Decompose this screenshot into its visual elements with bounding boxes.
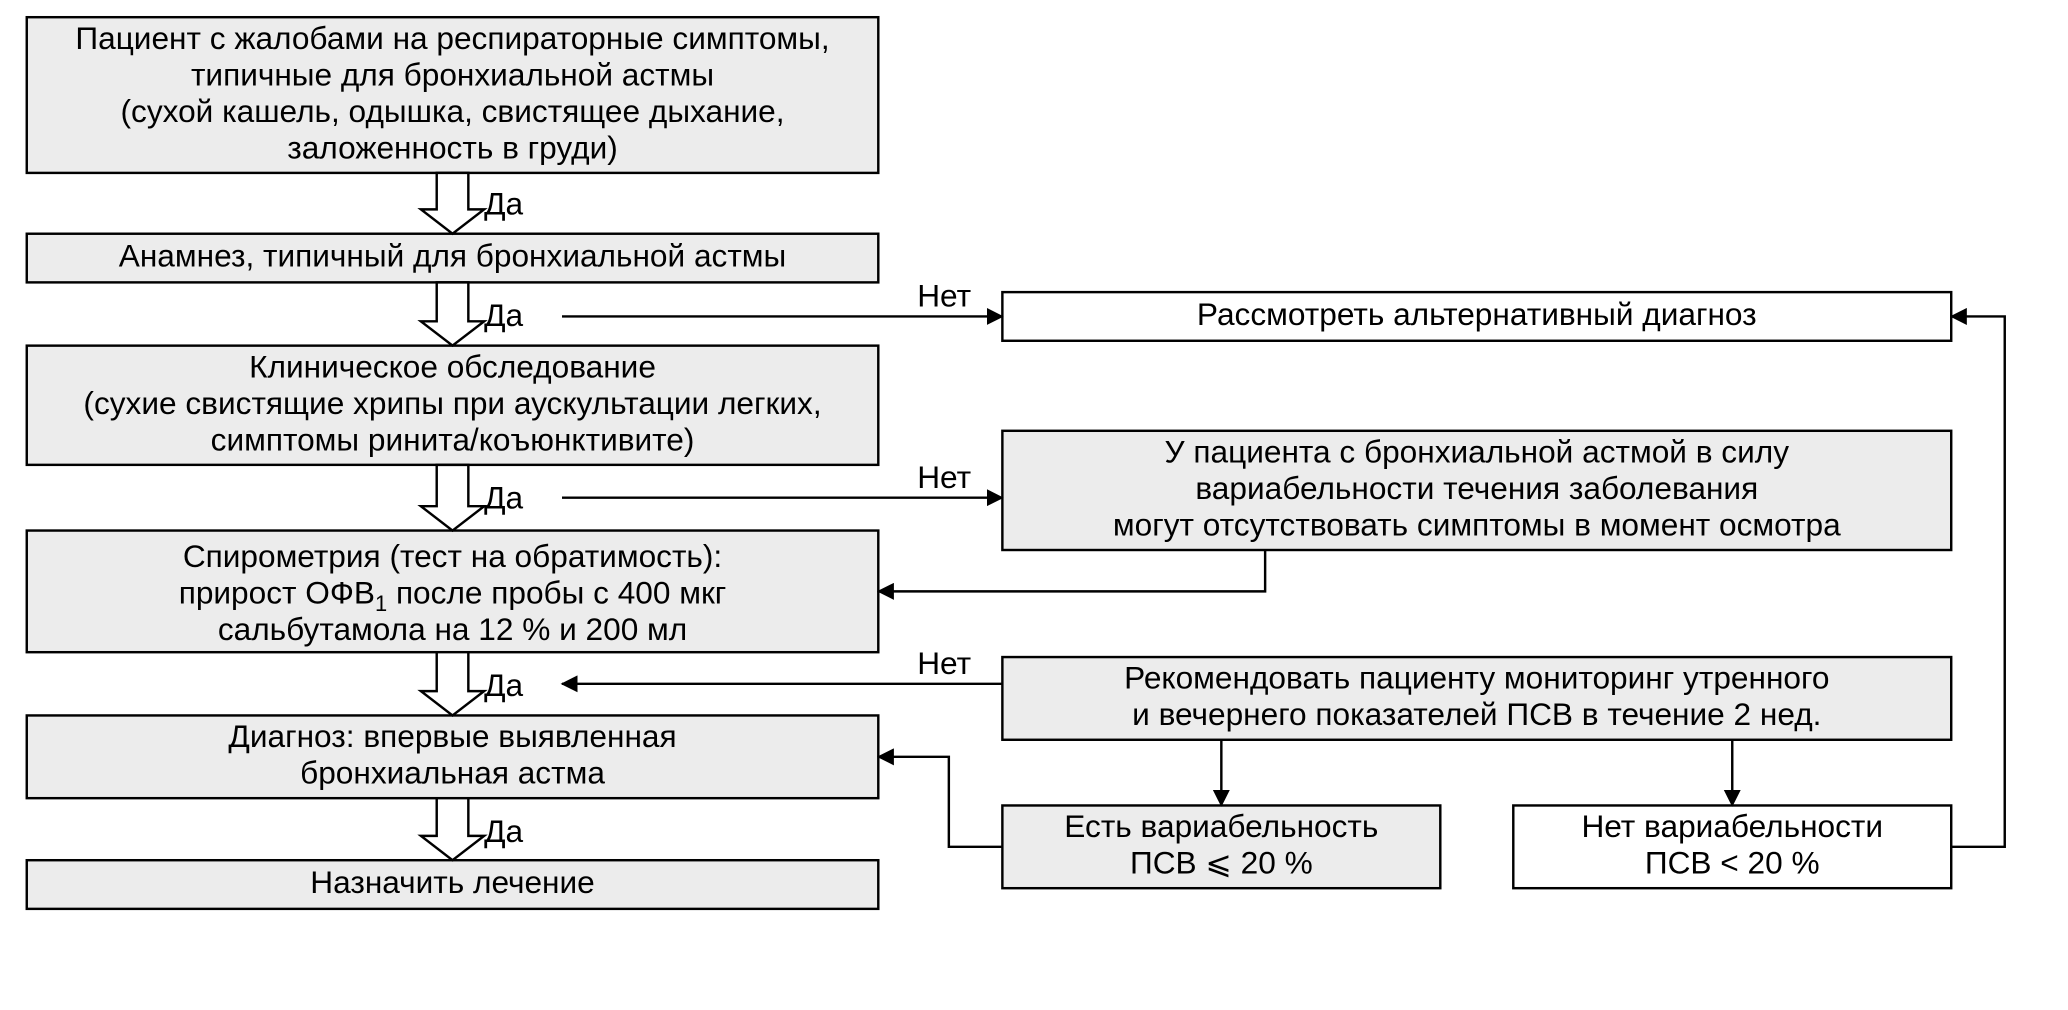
arrow-label: Да <box>484 813 523 849</box>
down-arrow-icon <box>421 173 484 234</box>
node-text: Пациент с жалобами на респираторные симп… <box>75 20 829 56</box>
node-text: Назначить лечение <box>310 864 594 900</box>
node-n4: Спирометрия (тест на обратимость):прирос… <box>27 531 879 653</box>
node-text: могут отсутствовать симптомы в момент ос… <box>1113 506 1841 542</box>
node-text: заложенность в груди) <box>287 129 618 165</box>
node-text: бронхиальная астма <box>300 755 605 791</box>
node-r3: Рекомендовать пациенту мониторинг утренн… <box>1002 657 1951 740</box>
edge-label: Нет <box>917 459 971 495</box>
node-text: Нет вариабельности <box>1581 808 1883 844</box>
node-text: Диагноз: впервые выявленная <box>228 718 676 754</box>
node-text: (сухие свистящие хрипы при аускультации … <box>83 385 821 421</box>
node-text: сальбутамола на 12 % и 200 мл <box>218 611 687 647</box>
node-n1: Пациент с жалобами на респираторные симп… <box>27 17 879 173</box>
node-text: и вечернего показателей ПСВ в течение 2 … <box>1132 696 1821 732</box>
node-n5: Диагноз: впервые выявленнаябронхиальная … <box>27 715 879 798</box>
node-text: Анамнез, типичный для бронхиальной астмы <box>119 238 787 274</box>
down-arrow-icon <box>421 798 484 860</box>
node-r2: У пациента с бронхиальной астмой в силув… <box>1002 431 1951 550</box>
arrow-label: Да <box>484 297 523 333</box>
node-text: Спирометрия (тест на обратимость): <box>183 538 722 574</box>
edge-label: Нет <box>917 645 971 681</box>
arrow-label: Да <box>484 667 523 703</box>
edge-e_r5_r1 <box>1951 316 2005 846</box>
edge-e_r4_n5 <box>878 757 1002 847</box>
node-text: симптомы ринита/коъюнктивите) <box>211 421 695 457</box>
down-arrow-icon <box>421 282 484 345</box>
node-text: типичные для бронхиальной астмы <box>191 56 714 92</box>
node-text: ПСВ < 20 % <box>1645 845 1820 881</box>
node-text: У пациента с бронхиальной астмой в силу <box>1165 433 1790 469</box>
flowchart-diagram: Пациент с жалобами на респираторные симп… <box>0 0 2068 1010</box>
node-r1: Рассмотреть альтернативный диагноз <box>1002 292 1951 341</box>
arrow-label: Да <box>484 480 523 516</box>
node-text: ПСВ ⩽ 20 % <box>1130 845 1313 881</box>
node-text: Рекомендовать пациенту мониторинг утренн… <box>1124 660 1829 696</box>
node-n6: Назначить лечение <box>27 860 879 909</box>
node-n2: Анамнез, типичный для бронхиальной астмы <box>27 234 879 283</box>
node-r5: Нет вариабельностиПСВ < 20 % <box>1513 805 1951 888</box>
node-text: Рассмотреть альтернативный диагноз <box>1197 296 1757 332</box>
down-arrow-icon <box>421 652 484 715</box>
down-arrow-icon <box>421 465 484 531</box>
node-text: (сухой кашель, одышка, свистящее дыхание… <box>120 93 784 129</box>
edge-e_r2_n4 <box>878 550 1265 591</box>
node-text: прирост ОФВ1 после пробы с 400 мкг <box>179 575 727 616</box>
edge-label: Нет <box>917 278 971 314</box>
arrow-label: Да <box>484 185 523 221</box>
node-text: вариабельности течения заболевания <box>1195 470 1758 506</box>
node-n3: Клиническое обследование(сухие свистящие… <box>27 346 879 465</box>
node-r4: Есть вариабельностьПСВ ⩽ 20 % <box>1002 805 1440 888</box>
node-text: Клиническое обследование <box>249 348 656 384</box>
node-text: Есть вариабельность <box>1064 808 1378 844</box>
